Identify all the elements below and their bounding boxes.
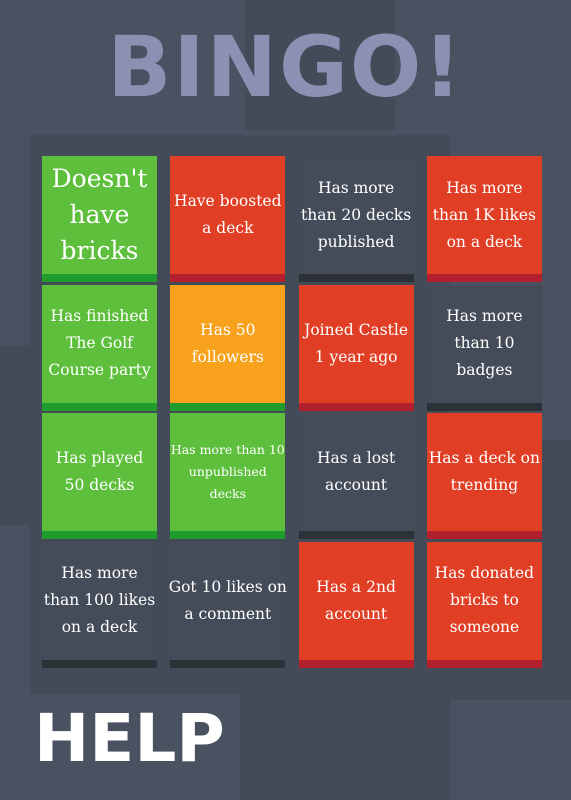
cell-text: Has more (61, 564, 138, 582)
bingo-cell[interactable]: Have boosted a deck (170, 156, 286, 282)
cell-bar (170, 402, 286, 411)
cell-text: on a deck (446, 232, 523, 251)
cell-text: someone (449, 618, 520, 636)
background-block (0, 345, 30, 525)
cell-text: Have boosted (174, 192, 282, 210)
bingo-cell[interactable]: Doesn't have bricks (42, 156, 157, 282)
bingo-cell[interactable]: Got 10 likes on a comment (168, 541, 287, 668)
cell-bar (42, 402, 157, 411)
bingo-cell[interactable]: Has a 2nd account (298, 541, 414, 668)
cell-text: bricks (60, 236, 139, 265)
cell-text: Has more than 10 (170, 442, 285, 457)
cell-text: Has a lost (316, 449, 396, 467)
cell-bar (42, 274, 157, 282)
cell-text: account (325, 476, 388, 494)
cell-text: Got 10 likes on (168, 577, 287, 596)
cell-text: badges (456, 361, 513, 379)
bingo-cell[interactable]: Has more than 10 unpublished decks (170, 413, 286, 539)
cell-bar (42, 531, 157, 539)
cell-text: 1 year ago (314, 347, 398, 366)
cell-text: followers (191, 347, 264, 366)
cell-text: than 100 likes (43, 591, 156, 609)
cell-text: Has finished (50, 307, 149, 325)
title: BINGO! (107, 18, 464, 116)
cell-bar (298, 659, 414, 668)
bingo-cell[interactable]: Has played 50 decks (42, 413, 157, 539)
cell-text: decks (209, 486, 246, 501)
cell-bar (298, 402, 414, 411)
cell-text: published (317, 232, 395, 251)
cell-text: unpublished (188, 464, 267, 479)
cell-text: have (69, 200, 130, 229)
bingo-cell[interactable]: Has 50 followers (170, 284, 286, 411)
cell-text: account (325, 604, 388, 623)
bingo-cell[interactable]: Has more than 1K likes on a deck (426, 156, 542, 282)
bingo-cell[interactable]: Has more than 20 decks published (298, 156, 414, 282)
bingo-cell[interactable]: Has more than 100 likes on a deck (42, 541, 157, 668)
cell-text: bricks to (449, 591, 519, 609)
cell-text: Has donated (434, 564, 535, 582)
cell-text: Doesn't (51, 164, 148, 193)
cell-bar (426, 402, 542, 411)
bingo-cell[interactable]: Has more than 10 badges (426, 284, 542, 411)
cell-text: than 20 decks (301, 205, 412, 224)
cell-bar (426, 531, 542, 539)
cell-text: Has 50 (200, 320, 256, 339)
bingo-cell[interactable]: Has a deck on trending (426, 413, 542, 539)
cell-text: The Golf (66, 334, 133, 352)
cell-bar (426, 274, 542, 282)
bingo-cell[interactable]: Has finished The Golf Course party (42, 284, 157, 411)
cell-bar (170, 531, 286, 539)
background-block (245, 0, 395, 130)
cell-bar (298, 531, 414, 539)
cell-text: than 1K likes (432, 205, 536, 224)
cell-text: a comment (184, 604, 272, 623)
cell-bar (42, 659, 157, 668)
cell-text: Has played (55, 449, 144, 467)
cell-bar (426, 659, 542, 668)
cell-text: trending (450, 476, 519, 494)
cell-text: Has a 2nd (316, 577, 396, 596)
cell-text: Has a deck on (428, 449, 540, 467)
bingo-cell[interactable]: Has donated bricks to someone (426, 541, 542, 668)
cell-text: than 10 (454, 334, 515, 352)
background-block (240, 695, 450, 800)
bingo-cell[interactable]: Joined Castle 1 year ago (298, 284, 414, 411)
cell-text: Course party (48, 361, 151, 379)
cell-text: 50 decks (64, 476, 135, 494)
cell-text: Has more (317, 178, 395, 197)
cell-text: Joined Castle (304, 320, 409, 339)
cell-text: Has more (446, 307, 523, 325)
cell-text: on a deck (61, 618, 138, 636)
bingo-cell[interactable]: Has a lost account (298, 413, 414, 539)
cell-text: Has more (446, 178, 523, 197)
help-button[interactable]: HELP (34, 700, 225, 777)
cell-text: a deck (202, 219, 254, 237)
cell-bar (170, 659, 286, 668)
cell-bar (298, 274, 414, 282)
cell-bar (170, 274, 286, 282)
